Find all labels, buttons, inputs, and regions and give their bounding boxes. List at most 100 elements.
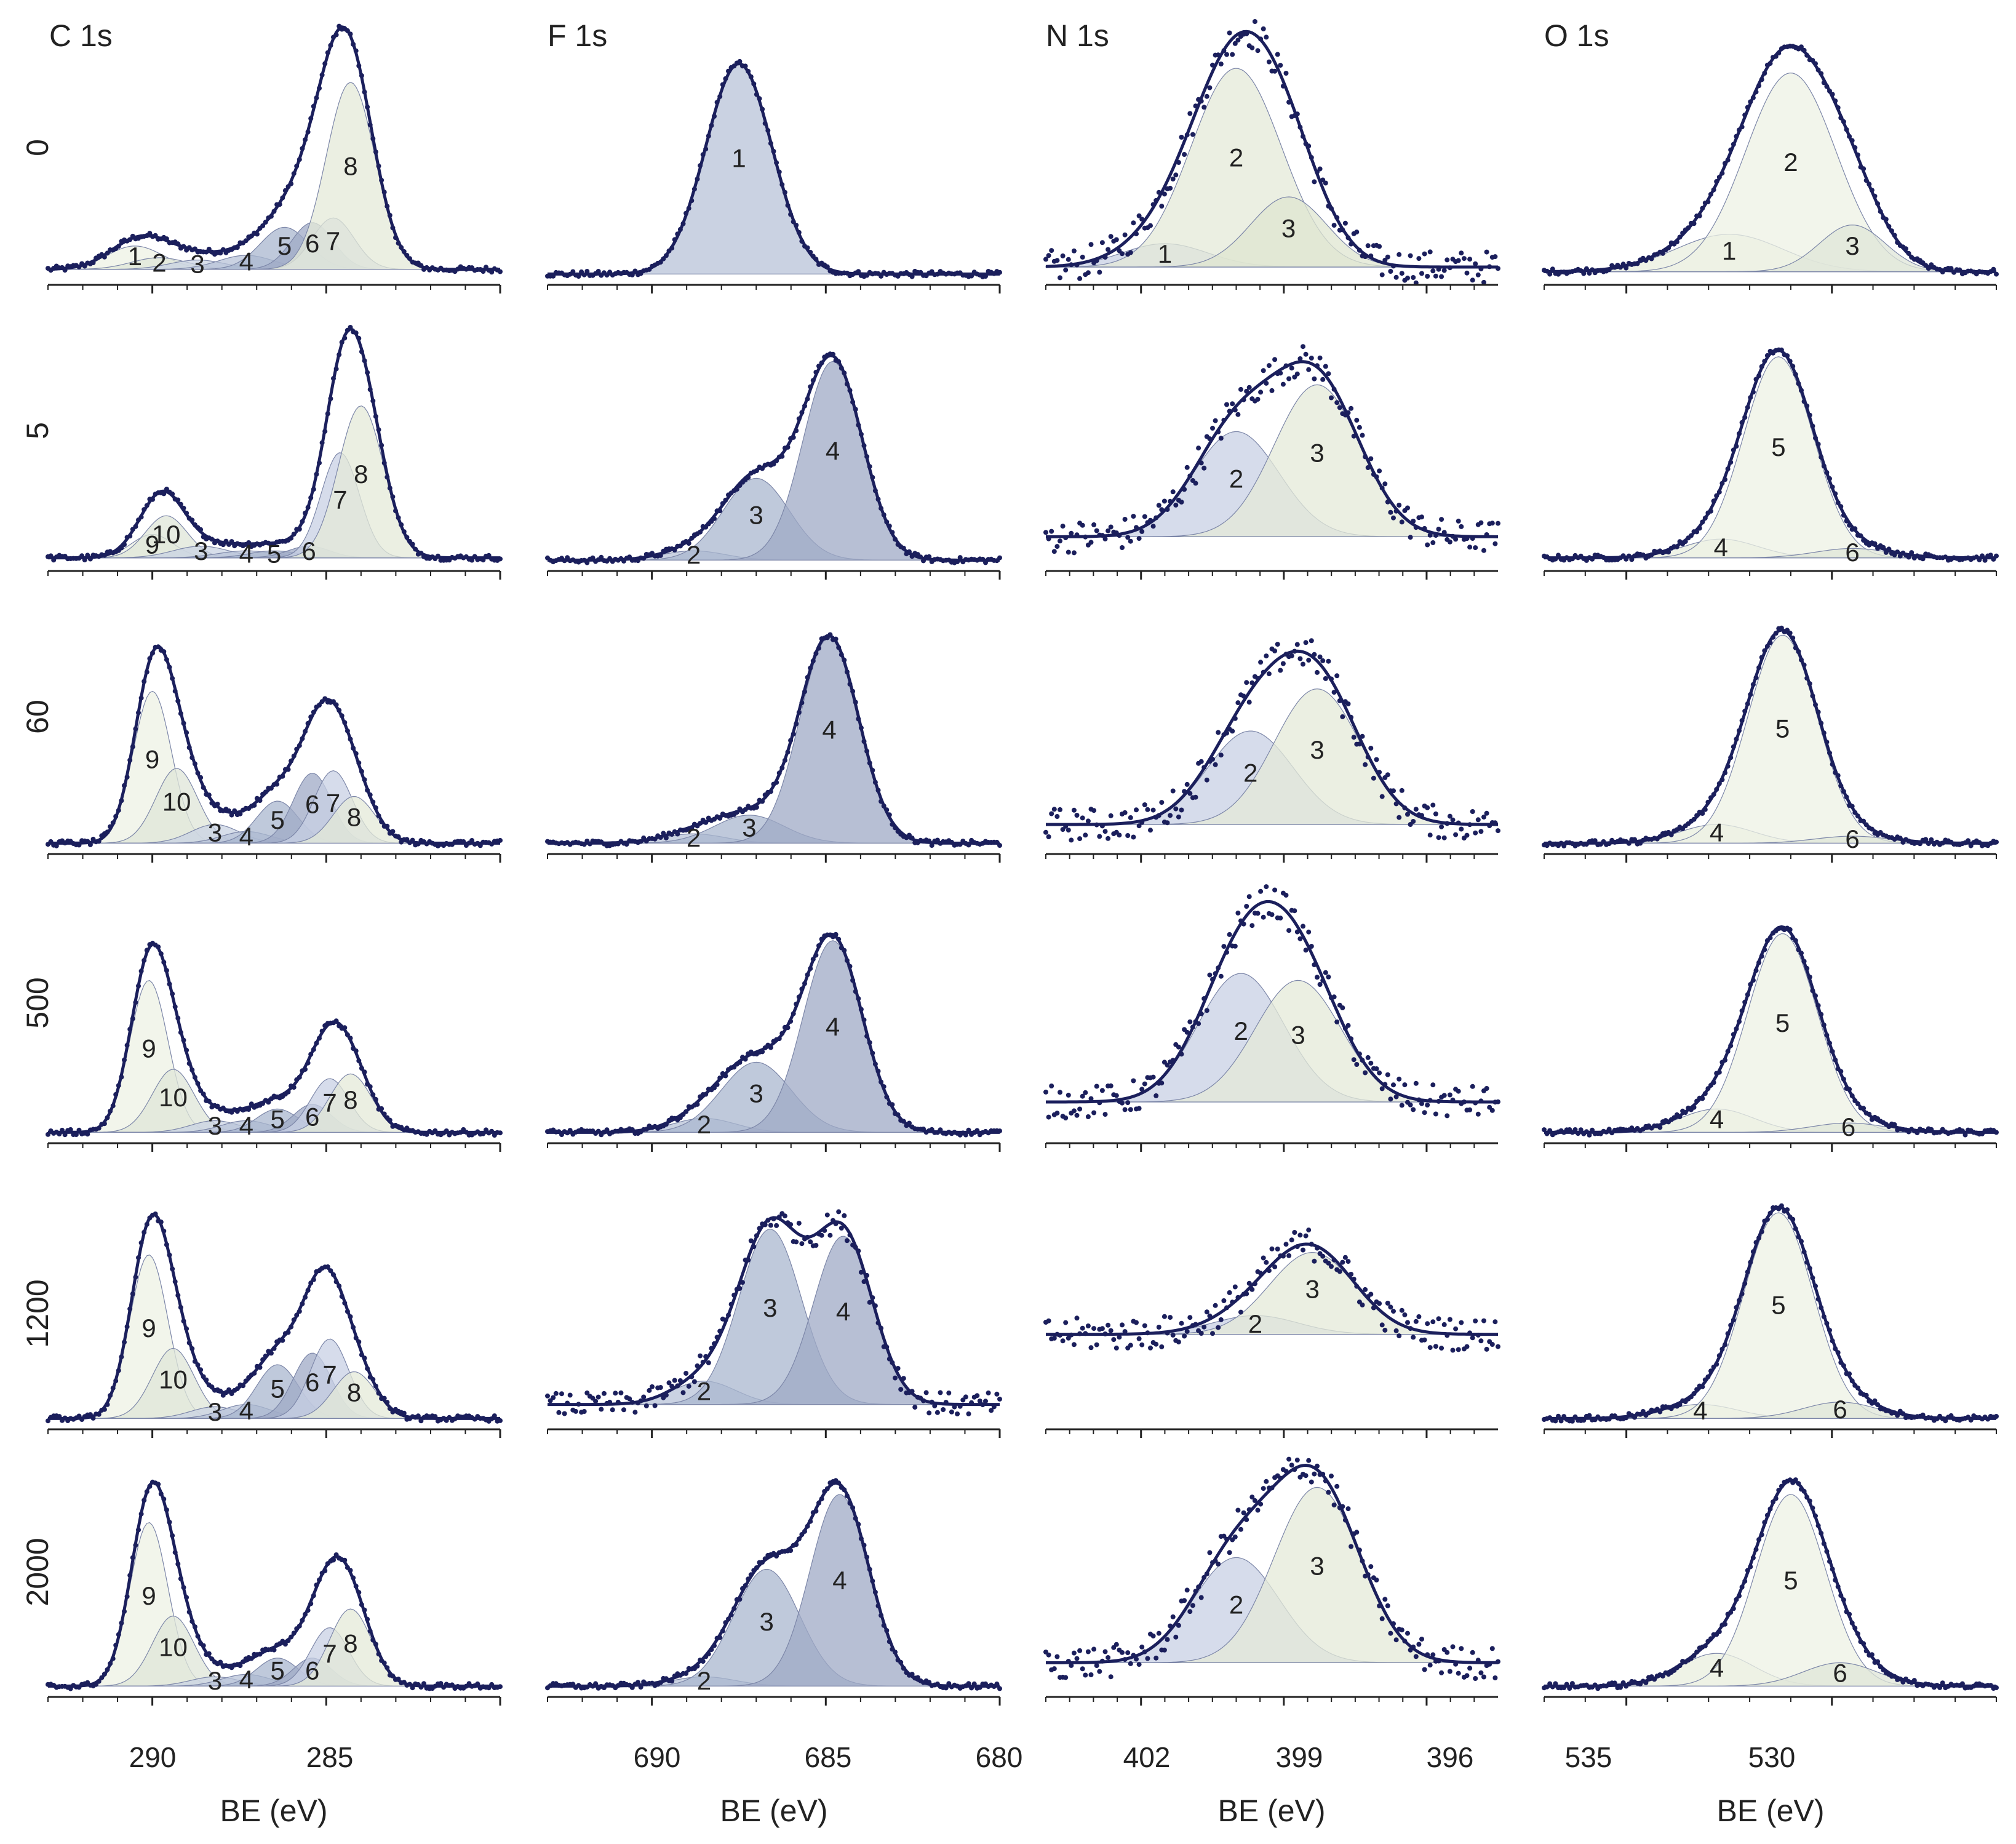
data-point	[1464, 832, 1470, 838]
data-point	[1227, 1550, 1232, 1555]
data-point	[192, 1624, 197, 1629]
data-point	[305, 720, 311, 726]
data-point	[1957, 267, 1962, 273]
data-point	[1422, 525, 1427, 531]
data-point	[886, 1639, 892, 1645]
data-point	[1399, 1103, 1404, 1108]
data-point	[1711, 1080, 1716, 1085]
data-point	[1702, 516, 1708, 521]
data-point	[1309, 944, 1314, 949]
data-point	[635, 1680, 640, 1685]
data-point	[396, 241, 401, 246]
data-point	[643, 1403, 649, 1408]
data-point	[847, 964, 853, 969]
data-point	[1863, 178, 1869, 183]
data-point	[1578, 1127, 1584, 1133]
data-point	[1918, 841, 1922, 847]
data-point	[1388, 1096, 1393, 1102]
data-point	[785, 749, 791, 755]
data-point	[1833, 491, 1838, 497]
peak-label: 10	[159, 1083, 188, 1112]
data-point	[119, 798, 124, 804]
data-point	[1363, 1287, 1368, 1292]
data-point	[955, 1411, 960, 1416]
data-point	[480, 557, 486, 563]
data-point	[1080, 254, 1085, 260]
data-point	[966, 1681, 971, 1686]
data-point	[1813, 993, 1818, 999]
data-point	[396, 834, 401, 839]
data-point	[263, 1353, 268, 1359]
data-point	[1657, 1409, 1663, 1415]
data-point	[1278, 63, 1283, 68]
data-point	[418, 551, 424, 556]
data-point	[1484, 1346, 1489, 1352]
data-point	[1340, 1504, 1345, 1509]
data-point	[390, 494, 396, 500]
data-point	[186, 745, 192, 750]
data-point	[661, 831, 666, 836]
data-point	[1054, 1654, 1060, 1659]
data-point	[291, 1085, 297, 1090]
data-point	[141, 1229, 147, 1235]
data-point	[1737, 1593, 1742, 1599]
data-point	[1838, 1360, 1844, 1365]
data-point	[226, 1387, 231, 1392]
data-point	[1624, 556, 1629, 562]
data-point	[1108, 234, 1114, 239]
data-point	[932, 1403, 938, 1408]
data-point	[839, 652, 844, 658]
data-point	[1227, 30, 1232, 36]
data-point	[805, 972, 810, 978]
data-point	[658, 835, 663, 840]
data-point	[136, 1527, 141, 1533]
data-point	[1833, 1057, 1838, 1063]
data-point	[1303, 640, 1309, 645]
peak-label: 3	[208, 818, 222, 847]
data-point	[748, 1572, 754, 1578]
data-point	[559, 1391, 564, 1397]
data-point	[1753, 377, 1759, 382]
data-point	[1134, 807, 1139, 813]
data-point	[760, 466, 765, 471]
data-point	[130, 1291, 135, 1296]
data-point	[1244, 1517, 1249, 1522]
data-point	[706, 134, 711, 138]
data-point	[689, 535, 695, 541]
data-point	[799, 1241, 805, 1247]
data-point	[387, 213, 392, 218]
data-point	[1618, 1685, 1623, 1690]
data-point	[1688, 1394, 1694, 1400]
data-point	[1244, 904, 1249, 909]
data-point	[418, 1685, 424, 1690]
data-point	[1725, 466, 1731, 472]
data-point	[737, 1597, 743, 1602]
data-point	[1750, 1555, 1756, 1560]
data-point	[774, 458, 779, 463]
data-point	[1235, 1507, 1241, 1513]
data-point	[1320, 978, 1326, 983]
data-point	[1929, 837, 1934, 842]
data-point	[596, 1394, 601, 1400]
data-point	[133, 1543, 138, 1548]
data-point	[1125, 1100, 1131, 1106]
data-point	[257, 1365, 263, 1370]
data-point	[1556, 1413, 1561, 1419]
data-point	[1897, 836, 1903, 841]
data-point	[1099, 240, 1105, 245]
data-point	[353, 1583, 359, 1589]
data-point	[1547, 271, 1553, 277]
data-point	[319, 440, 325, 445]
data-point	[827, 1232, 833, 1238]
data-point	[1475, 1332, 1481, 1338]
data-point	[799, 239, 805, 244]
data-point	[805, 1234, 810, 1240]
data-point	[1821, 1023, 1827, 1028]
data-point	[1835, 1584, 1841, 1589]
data-point	[1711, 187, 1716, 193]
data-point	[805, 245, 810, 250]
data-point	[1742, 112, 1748, 118]
data-point	[1903, 246, 1908, 252]
data-point	[1705, 1374, 1711, 1379]
